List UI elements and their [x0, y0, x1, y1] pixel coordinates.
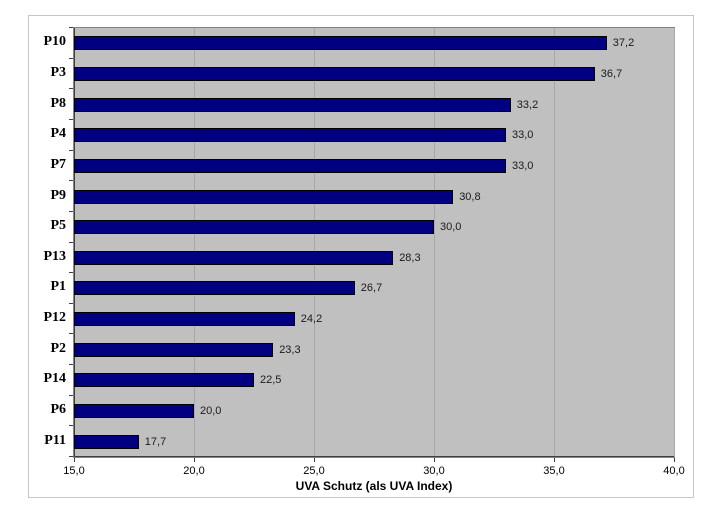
x-axis-tick-15 — [74, 458, 75, 462]
chart-frame: P10 P3 P8 P4 P7 P9 P5 P13 P1 P12 P2 P14 P6 P11 37,2 36… — [28, 15, 694, 498]
y-category-label-P7: P7 — [50, 156, 66, 172]
bar-row-P13: 28,3 — [74, 243, 674, 274]
x-axis-tick-30 — [434, 458, 435, 462]
gridline-x-40 — [674, 28, 675, 457]
x-axis-tick-40 — [674, 458, 675, 462]
x-tick-label-25: 25,0 — [303, 465, 325, 477]
bar-P8 — [74, 97, 511, 112]
y-axis-tick — [69, 303, 73, 304]
gridline-x-25 — [314, 28, 315, 457]
y-axis-tick — [69, 119, 73, 120]
y-category-label-P5: P5 — [50, 218, 66, 234]
y-axis-tick — [69, 180, 73, 181]
bar-row-P11: 17,7 — [74, 426, 674, 457]
y-axis-tick — [69, 364, 73, 365]
plot-area: 37,2 36,7 33,2 33,0 33,0 30,8 30,0 28,3 26,7 24,2… — [73, 27, 675, 458]
bar-P12 — [74, 312, 295, 327]
y-axis-tick — [69, 242, 73, 243]
x-tick-label-30: 30,0 — [423, 465, 445, 477]
bar-value-label-P2: 23,3 — [279, 343, 301, 356]
x-tick-label-35: 35,0 — [543, 465, 565, 477]
x-axis-tick-35 — [554, 458, 555, 462]
y-category-label-P10: P10 — [43, 34, 66, 50]
bar-P13 — [74, 250, 394, 265]
bar-value-label-P12: 24,2 — [300, 313, 323, 326]
y-category-label-P11: P11 — [44, 432, 66, 448]
x-tick-label-15: 15,0 — [63, 465, 85, 477]
y-category-label-P3: P3 — [50, 64, 66, 80]
x-tick-label-20: 20,0 — [183, 465, 205, 477]
bar-value-label-P1: 26,7 — [360, 282, 383, 295]
bar-value-label-P14: 22,5 — [260, 374, 282, 387]
y-axis-tick — [69, 27, 73, 28]
y-category-label-P6: P6 — [50, 402, 66, 418]
bar-row-P5: 30,0 — [74, 212, 674, 243]
bar-value-label-P8: 33,2 — [516, 98, 539, 111]
bar-value-label-P10: 37,2 — [612, 37, 635, 50]
y-axis-tick — [69, 58, 73, 59]
gridline-x-30 — [434, 28, 435, 457]
y-category-label-P12: P12 — [43, 310, 66, 326]
bar-P10 — [74, 36, 607, 51]
bar-row-P9: 30,8 — [74, 181, 674, 212]
bar-P3 — [74, 66, 595, 81]
bar-row-P1: 26,7 — [74, 273, 674, 304]
bar-row-P8: 33,2 — [74, 89, 674, 120]
bar-P9 — [74, 189, 454, 204]
bar-value-label-P11: 17,7 — [144, 435, 167, 448]
bar-row-P10: 37,2 — [74, 28, 674, 59]
bar-value-label-P13: 28,3 — [399, 251, 421, 264]
y-category-label-P14: P14 — [43, 371, 66, 387]
y-axis-tick — [69, 395, 73, 396]
bar-value-label-P3: 36,7 — [600, 67, 623, 80]
bar-P1 — [74, 281, 355, 296]
y-axis-tick — [69, 211, 73, 212]
y-category-label-P13: P13 — [43, 248, 66, 264]
bar-row-P12: 24,2 — [74, 304, 674, 335]
gridline-x-35 — [554, 28, 555, 457]
y-category-label-P2: P2 — [50, 340, 66, 356]
bar-row-P7: 33,0 — [74, 151, 674, 182]
gridline-x-20 — [194, 28, 195, 457]
bar-row-P2: 23,3 — [74, 334, 674, 365]
bar-row-P3: 36,7 — [74, 59, 674, 90]
bar-value-label-P6: 20,0 — [200, 405, 222, 418]
y-axis-tick — [69, 88, 73, 89]
bar-value-label-P5: 30,0 — [440, 221, 462, 234]
bar-P11 — [74, 434, 139, 449]
y-axis-tick — [69, 272, 73, 273]
y-axis-tick — [69, 333, 73, 334]
y-category-label-P4: P4 — [50, 126, 66, 142]
bar-P4 — [74, 128, 506, 143]
x-axis-line — [74, 456, 674, 457]
x-axis-tick-25 — [314, 458, 315, 462]
y-axis-line — [74, 28, 75, 457]
y-axis-tick — [69, 425, 73, 426]
y-category-label-P9: P9 — [50, 187, 66, 203]
bar-row-P14: 22,5 — [74, 365, 674, 396]
bar-row-P4: 33,0 — [74, 120, 674, 151]
bar-value-label-P9: 30,8 — [459, 190, 481, 203]
bar-P5 — [74, 220, 434, 235]
bar-value-label-P7: 33,0 — [512, 159, 534, 172]
x-axis-title: UVA Schutz (als UVA Index) — [295, 479, 453, 493]
y-category-label-P8: P8 — [50, 95, 66, 111]
bar-value-label-P4: 33,0 — [512, 129, 534, 142]
bar-P2 — [74, 342, 274, 357]
x-axis-tick-20 — [194, 458, 195, 462]
y-category-label-P1: P1 — [50, 279, 66, 295]
y-axis-tick — [69, 150, 73, 151]
bar-row-P6: 20,0 — [74, 396, 674, 427]
bar-P7 — [74, 158, 506, 173]
y-axis-tick — [69, 456, 73, 457]
y-axis-category-labels: P10 P3 P8 P4 P7 P9 P5 P13 P1 P12 P2 P14 P6 P11 — [29, 27, 66, 458]
bar-P6 — [74, 404, 194, 419]
bar-P14 — [74, 373, 254, 388]
x-tick-label-40: 40,0 — [663, 465, 685, 477]
